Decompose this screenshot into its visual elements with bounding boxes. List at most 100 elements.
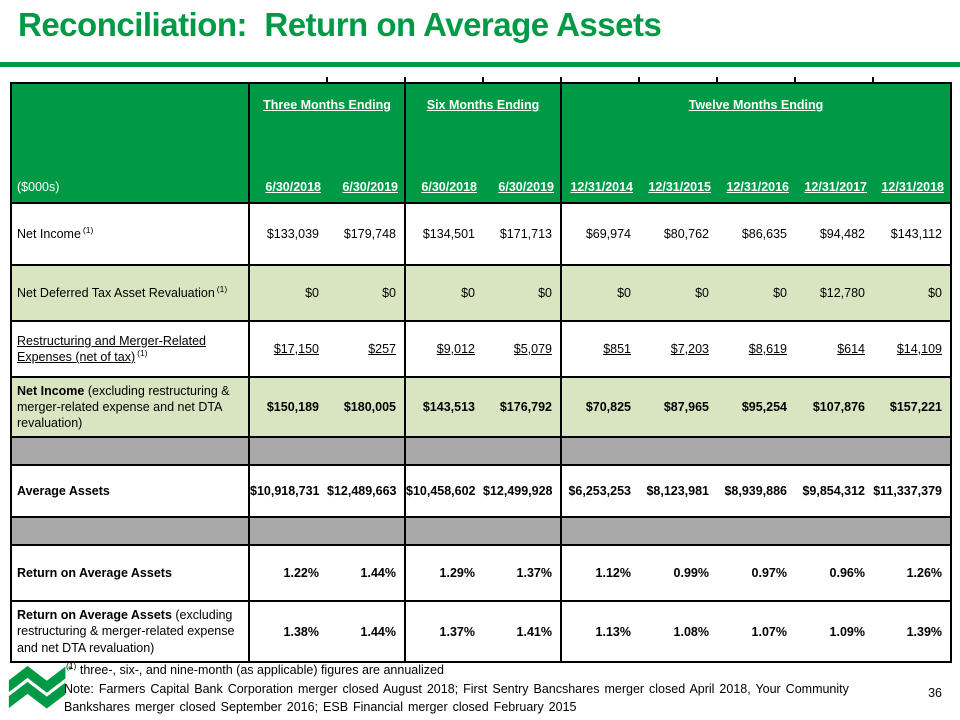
row-label: Net Income (1) bbox=[11, 202, 249, 265]
column-tick bbox=[716, 77, 718, 82]
value-cell: $11,337,379 bbox=[873, 464, 952, 517]
value-cell: $12,499,928 bbox=[483, 464, 561, 517]
value-cell: $8,939,886 bbox=[717, 464, 795, 517]
table-row: Restructuring and Merger-Related Expense… bbox=[11, 320, 952, 377]
wesbanco-logo bbox=[7, 664, 72, 711]
value-cell: 1.07% bbox=[717, 600, 795, 662]
footnote-superscript: (1) bbox=[66, 660, 77, 671]
column-tick bbox=[794, 77, 796, 82]
value-cell: $180,005 bbox=[327, 376, 405, 437]
col-header-date: 6/30/2018 bbox=[248, 154, 327, 203]
row-label bbox=[11, 516, 249, 545]
table-row: Average Assets $10,918,731 $12,489,663 $10,… bbox=[11, 464, 952, 517]
value-cell bbox=[639, 516, 717, 545]
value-cell: $171,713 bbox=[483, 202, 561, 265]
row-label: Restructuring and Merger-Related Expense… bbox=[11, 320, 249, 377]
value-cell: $10,918,731 bbox=[248, 464, 327, 517]
spacer-row bbox=[11, 436, 952, 465]
value-cell: $107,876 bbox=[795, 376, 873, 437]
value-cell: 1.41% bbox=[483, 600, 561, 662]
value-cell bbox=[248, 436, 327, 465]
value-cell: $257 bbox=[327, 320, 405, 377]
row-label: Return on Average Assets bbox=[11, 544, 249, 601]
value-cell bbox=[327, 436, 405, 465]
value-cell: $0 bbox=[560, 264, 639, 321]
value-cell: $0 bbox=[639, 264, 717, 321]
value-cell bbox=[717, 436, 795, 465]
value-cell: 1.37% bbox=[483, 544, 561, 601]
table-row: Net Income (excluding restructuring & me… bbox=[11, 376, 952, 437]
page-number: 36 bbox=[928, 686, 942, 700]
value-cell: $157,221 bbox=[873, 376, 952, 437]
col-header-date: 6/30/2019 bbox=[327, 154, 405, 203]
table-row: Net Deferred Tax Asset Revaluation (1) $0 $… bbox=[11, 264, 952, 321]
value-cell: 1.08% bbox=[639, 600, 717, 662]
value-cell: 0.99% bbox=[639, 544, 717, 601]
value-cell: 1.37% bbox=[404, 600, 483, 662]
value-cell: $176,792 bbox=[483, 376, 561, 437]
value-cell: $80,762 bbox=[639, 202, 717, 265]
value-cell: $0 bbox=[483, 264, 561, 321]
header-group-row: ($000s) Three Months Ending Six Months E… bbox=[11, 83, 952, 203]
value-cell: $134,501 bbox=[404, 202, 483, 265]
value-cell: 1.39% bbox=[873, 600, 952, 662]
column-tick bbox=[482, 77, 484, 82]
value-cell bbox=[248, 516, 327, 545]
value-cell: $6,253,253 bbox=[560, 464, 639, 517]
value-cell: 0.97% bbox=[717, 544, 795, 601]
value-cell bbox=[404, 436, 483, 465]
value-cell: 1.12% bbox=[560, 544, 639, 601]
column-tick bbox=[872, 77, 874, 82]
value-cell: $0 bbox=[327, 264, 405, 321]
value-cell: $8,123,981 bbox=[639, 464, 717, 517]
col-header-date: 12/31/2018 bbox=[873, 154, 952, 203]
col-group-six-months: Six Months Ending bbox=[404, 83, 561, 154]
column-tick bbox=[326, 77, 328, 82]
value-cell: 1.44% bbox=[327, 600, 405, 662]
value-cell bbox=[483, 516, 561, 545]
value-cell: $95,254 bbox=[717, 376, 795, 437]
value-cell: $86,635 bbox=[717, 202, 795, 265]
col-header-date: 12/31/2015 bbox=[639, 154, 717, 203]
page-title: Reconciliation: Return on Average Assets bbox=[18, 6, 662, 43]
value-cell: $14,109 bbox=[873, 320, 952, 377]
spacer-row bbox=[11, 516, 952, 545]
value-cell: $143,112 bbox=[873, 202, 952, 265]
value-cell: $12,489,663 bbox=[327, 464, 405, 517]
value-cell bbox=[560, 436, 639, 465]
footnote-annualized: (1) three-, six-, and nine-month (as app… bbox=[64, 660, 444, 677]
table-row: Return on Average Assets 1.22% 1.44% 1.29% 1… bbox=[11, 544, 952, 601]
value-cell: 1.29% bbox=[404, 544, 483, 601]
reconciliation-table: ($000s) Three Months Ending Six Months E… bbox=[10, 82, 953, 663]
value-cell bbox=[560, 516, 639, 545]
value-cell: $7,203 bbox=[639, 320, 717, 377]
table-row: Return on Average Assets (excluding rest… bbox=[11, 600, 952, 662]
value-cell bbox=[327, 516, 405, 545]
merger-note: Note: Farmers Capital Bank Corporation m… bbox=[64, 682, 849, 714]
value-cell: $0 bbox=[404, 264, 483, 321]
value-cell: $69,974 bbox=[560, 202, 639, 265]
value-cell: 1.22% bbox=[248, 544, 327, 601]
row-label: Net Deferred Tax Asset Revaluation (1) bbox=[11, 264, 249, 321]
value-cell: $5,079 bbox=[483, 320, 561, 377]
footnote-text: three-, six-, and nine-month (as applica… bbox=[76, 663, 444, 677]
table-row: Net Income (1) $133,039 $179,748 $134,501 $17… bbox=[11, 202, 952, 265]
value-cell bbox=[717, 516, 795, 545]
title-underline-rule bbox=[0, 62, 960, 67]
col-header-date: 6/30/2019 bbox=[483, 154, 561, 203]
header-date-row: 6/30/2018 6/30/2019 6/30/2018 6/30/2019 … bbox=[11, 154, 952, 203]
row-label bbox=[11, 436, 249, 465]
value-cell: $143,513 bbox=[404, 376, 483, 437]
column-tick bbox=[560, 77, 562, 82]
value-cell: $0 bbox=[248, 264, 327, 321]
col-header-date: 6/30/2018 bbox=[404, 154, 483, 203]
value-cell bbox=[873, 436, 952, 465]
row-label: Net Income (excluding restructuring & me… bbox=[11, 376, 249, 437]
col-group-three-months: Three Months Ending bbox=[248, 83, 405, 154]
value-cell: $10,458,602 bbox=[404, 464, 483, 517]
value-cell: 1.38% bbox=[248, 600, 327, 662]
value-cell bbox=[404, 516, 483, 545]
value-cell: $9,012 bbox=[404, 320, 483, 377]
value-cell: 0.96% bbox=[795, 544, 873, 601]
value-cell bbox=[795, 436, 873, 465]
